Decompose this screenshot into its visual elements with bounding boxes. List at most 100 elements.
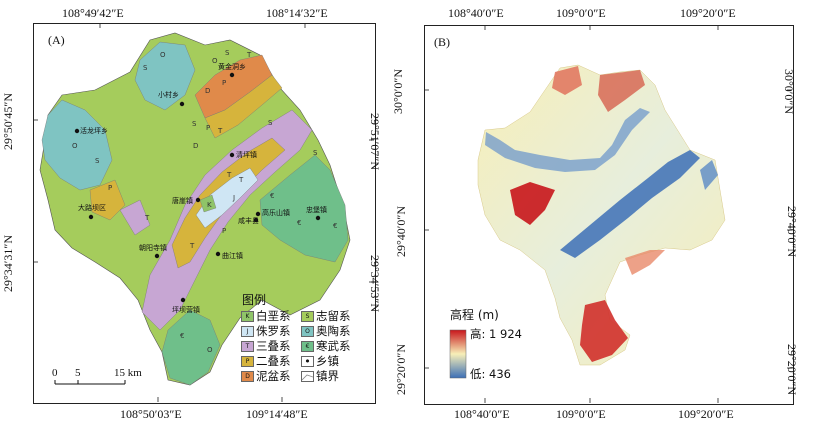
elevation-high-label: 高: 1 924 xyxy=(470,327,522,341)
map-unit-code: O xyxy=(207,346,213,354)
dem-high xyxy=(625,250,665,275)
scale-tick-label: 5 xyxy=(75,367,81,379)
geology-cambrian-south xyxy=(161,309,221,386)
bottom-lon-label: 108°40′0″E xyxy=(454,407,510,421)
left-lat-label: 30°0′0″N xyxy=(391,68,406,115)
town-dot xyxy=(154,253,160,259)
map-unit-code: P xyxy=(206,124,210,132)
map-unit-code: S xyxy=(192,120,197,128)
bottom-lon-label: 109°20′0″E xyxy=(678,407,734,421)
town-dot xyxy=(179,101,185,107)
town-dot xyxy=(88,214,94,220)
map-unit-code: D xyxy=(205,87,210,95)
town-label: 大路坝区 xyxy=(78,204,106,212)
town-dot xyxy=(195,197,201,203)
map-unit-code: € xyxy=(297,219,301,227)
panel-b-label: (B) xyxy=(434,35,450,49)
dem-high xyxy=(598,70,645,112)
geology-jurassic xyxy=(195,167,259,229)
map-unit-code: T xyxy=(217,127,223,135)
map-unit-code: € xyxy=(180,332,184,340)
legend-swatch-t: T xyxy=(241,341,254,352)
legend-label: 侏罗系 xyxy=(256,324,291,338)
legend-label: 寒武系 xyxy=(316,339,351,353)
town-label: 唐崖镇 xyxy=(172,197,193,205)
right-lat-label: 29°40′0″N xyxy=(785,205,800,258)
top-lon-label: 109°20′0″E xyxy=(680,6,736,20)
town-label: 高乐山镇 xyxy=(262,209,290,217)
legend-swatch-o: O xyxy=(301,326,314,337)
top-lon-label: 108°49′42″E xyxy=(62,6,124,20)
legend-swatch-j: J xyxy=(241,326,254,337)
geology-cambrian-east xyxy=(259,154,349,263)
map-unit-code: S xyxy=(95,157,100,165)
legend-title: 图例 xyxy=(242,293,267,307)
elevation-colorbar xyxy=(449,329,467,379)
legend-label: 乡镇 xyxy=(316,354,339,368)
dem-high xyxy=(580,300,628,362)
legend-label: 镇界 xyxy=(316,369,339,383)
town-label: 清坪镇 xyxy=(236,151,257,159)
map-unit-code: P xyxy=(222,79,226,87)
geology-permian-west xyxy=(89,179,126,221)
town-dot xyxy=(253,217,259,223)
scale-tick-label: 0 xyxy=(52,367,58,379)
town-label: 朝阳寺镇 xyxy=(139,244,167,252)
geology-triassic-west xyxy=(119,199,151,236)
panel-a-frame xyxy=(33,23,376,404)
map-unit-code: € xyxy=(270,192,274,200)
bottom-lon-label: 109°0′0″E xyxy=(556,407,606,421)
panel-a-label: (A) xyxy=(48,33,65,47)
town-dot xyxy=(315,215,321,221)
map-unit-code: P xyxy=(222,227,226,235)
bottom-lon-label: 108°50′03″E xyxy=(120,407,182,421)
map-unit-code: S xyxy=(143,64,148,72)
town-label: 曲江镇 xyxy=(222,252,243,260)
map-unit-code: T xyxy=(189,242,195,250)
town-dot xyxy=(229,152,235,158)
map-unit-code: S xyxy=(268,119,273,127)
legend-label: 泥盆系 xyxy=(256,369,291,383)
town-dot xyxy=(74,128,80,134)
dem-valley xyxy=(700,160,718,190)
map-unit-code: T xyxy=(238,176,244,184)
map-unit-code: T xyxy=(246,51,252,59)
map-unit-code: O xyxy=(212,57,218,65)
town-label: 小村乡 xyxy=(158,91,179,99)
dem-high xyxy=(552,66,582,95)
top-lon-label: 109°0′0″E xyxy=(556,6,606,20)
map-unit-code: J xyxy=(232,194,235,202)
dem-valley xyxy=(560,150,700,258)
left-lat-label: 29°20′0″N xyxy=(394,343,409,396)
geology-ordovician-north xyxy=(134,41,196,111)
map-unit-code: K xyxy=(207,201,212,209)
legend-swatch-p: P xyxy=(241,356,254,367)
map-unit-code: O xyxy=(160,51,166,59)
legend-swatch-boundary xyxy=(301,371,314,382)
geology-cretaceous xyxy=(199,194,217,213)
top-lon-label: 108°14′32″E xyxy=(266,6,328,20)
town-dot xyxy=(180,297,186,303)
map-unit-code: S xyxy=(225,49,230,57)
legend-label: 白垩系 xyxy=(256,309,291,323)
map-unit-code: P xyxy=(108,184,112,192)
panel-b-frame xyxy=(424,25,794,405)
map-unit-code: T xyxy=(144,214,150,222)
town-dot xyxy=(255,211,261,217)
bottom-lon-label: 109°14′48″E xyxy=(246,407,308,421)
legend-swatch-town: • xyxy=(301,356,314,367)
right-lat-label: 29°20′0″N xyxy=(785,343,800,396)
legend-label: 二叠系 xyxy=(256,354,291,368)
legend-label: 三叠系 xyxy=(256,339,291,353)
legend-swatch-cambrian: € xyxy=(301,341,314,352)
town-label: 黄金洞乡 xyxy=(218,63,246,71)
elevation-low-label: 低: 436 xyxy=(470,367,511,381)
town-label: 坪坝营镇 xyxy=(172,306,200,314)
dem-high xyxy=(510,182,555,225)
map-unit-code: T xyxy=(226,171,232,179)
dem-valley xyxy=(485,108,650,172)
map-unit-code: O xyxy=(72,142,78,150)
legend-label: 志留系 xyxy=(316,309,351,323)
